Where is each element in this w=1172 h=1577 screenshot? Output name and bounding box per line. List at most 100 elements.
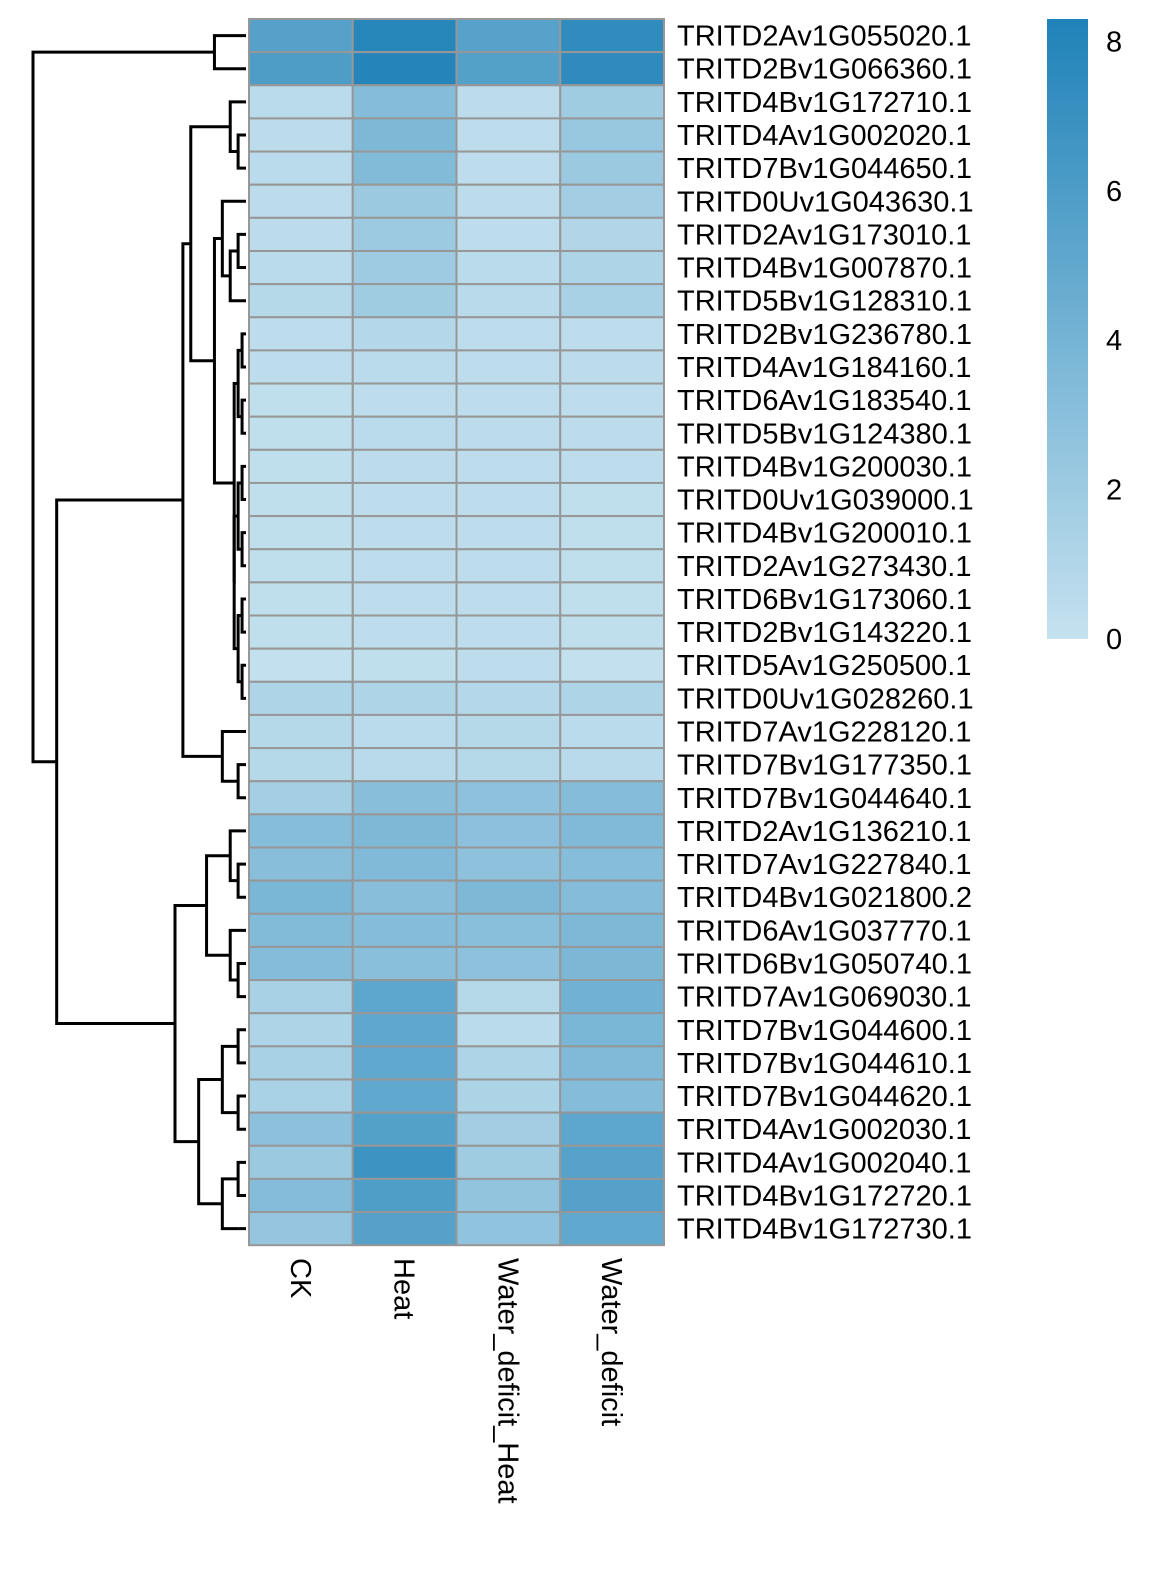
heatmap-cell — [248, 548, 354, 584]
heatmap-cell — [559, 249, 665, 286]
column-label: CK — [284, 1258, 316, 1299]
row-label: TRITD2Bv1G143220.1 — [677, 617, 972, 649]
row-label: TRITD4Av1G002040.1 — [677, 1147, 971, 1179]
row-label: TRITD0Uv1G043630.1 — [677, 186, 974, 218]
heatmap-cell — [455, 1144, 562, 1180]
heatmap-cell — [248, 1045, 354, 1081]
heatmap-cell — [351, 1045, 458, 1081]
heatmap-cell — [559, 18, 665, 54]
heatmap-cell — [351, 713, 458, 750]
heatmap-cell — [351, 813, 458, 849]
dendrogram-branch — [240, 531, 246, 568]
column-label: Water_deficit — [595, 1258, 627, 1426]
dendrogram-branch — [31, 50, 215, 764]
row-label: TRITD4Bv1G021800.2 — [677, 882, 972, 914]
dendrogram-branch — [236, 862, 246, 899]
heatmap-cell — [248, 1111, 354, 1147]
heatmap-cell — [559, 548, 665, 584]
heatmap-cell — [351, 283, 458, 319]
heatmap-cell — [455, 51, 562, 87]
heatmap-cell — [351, 349, 458, 385]
legend-tick-label: 2 — [1106, 475, 1122, 507]
row-dendrogram — [31, 34, 246, 1231]
heatmap-cell — [248, 1177, 354, 1214]
heatmap-cell — [559, 747, 665, 783]
row-label: TRITD7Av1G069030.1 — [677, 982, 971, 1014]
row-label: TRITD5Av1G250500.1 — [677, 650, 971, 682]
heatmap-cell — [455, 614, 562, 650]
heatmap-cell — [455, 1045, 562, 1081]
row-label: TRITD4Bv1G172720.1 — [677, 1180, 972, 1212]
dendrogram-branch — [236, 133, 246, 170]
heatmap-cell — [559, 349, 665, 385]
heatmap-cell — [559, 1012, 665, 1048]
heatmap-cell — [455, 283, 562, 319]
row-label: TRITD5Bv1G124380.1 — [677, 418, 972, 450]
heatmap-cell — [351, 84, 458, 120]
heatmap-cell — [248, 316, 354, 352]
heatmap-cell — [351, 1078, 458, 1114]
dendrogram-branch — [236, 763, 246, 800]
heatmap-cell — [455, 1012, 562, 1048]
dendrogram-branch — [205, 854, 231, 957]
heatmap-cell — [351, 481, 458, 518]
heatmap-cell — [455, 813, 562, 849]
heatmap-cell — [248, 945, 354, 982]
heatmap-cell — [455, 150, 562, 186]
heatmap-cell — [248, 979, 354, 1015]
heatmap-cell — [559, 945, 665, 982]
heatmap-cell — [455, 1211, 562, 1247]
row-label: TRITD7Bv1G044650.1 — [677, 153, 972, 185]
heatmap-cell — [559, 813, 665, 849]
row-label: TRITD4Av1G002020.1 — [677, 120, 971, 152]
row-label: TRITD4Bv1G007870.1 — [677, 253, 972, 285]
legend-tick-label: 0 — [1106, 624, 1122, 656]
heatmap-cell — [248, 879, 354, 915]
dendrogram-branch — [212, 34, 246, 71]
heatmap-cell — [455, 647, 562, 683]
heatmap-cell — [248, 1012, 354, 1048]
heatmap-cell — [351, 216, 458, 252]
heatmap-cell — [351, 183, 458, 219]
heatmap-cell — [455, 481, 562, 518]
dendrogram-branch — [240, 663, 246, 700]
heatmap-cell — [248, 216, 354, 252]
dendrogram-branch — [236, 1094, 246, 1131]
heatmap-cell — [455, 747, 562, 783]
heatmap-cell — [559, 614, 665, 650]
heatmap-cell — [455, 1177, 562, 1214]
heatmap-cell — [559, 1111, 665, 1147]
row-labels: TRITD2Av1G055020.1TRITD2Bv1G066360.1TRIT… — [677, 21, 974, 1246]
heatmap-cell — [559, 183, 665, 219]
heatmap-cell — [248, 84, 354, 120]
heatmap-cell — [559, 283, 665, 319]
heatmap-cell — [455, 780, 562, 816]
dendrogram-branch — [197, 1077, 223, 1206]
column-label: Heat — [388, 1258, 420, 1319]
heatmap-cell — [455, 979, 562, 1015]
dendrogram-branch — [236, 961, 246, 999]
heatmap-cell — [248, 747, 354, 783]
legend-color-bar — [1047, 19, 1088, 639]
heatmap-cell — [455, 680, 562, 716]
heatmap-cell — [559, 117, 665, 153]
heatmap-cell — [559, 1045, 665, 1081]
heatmap-cell — [248, 515, 354, 551]
heatmap-cell — [351, 448, 458, 484]
heatmap-cell — [559, 879, 665, 915]
heatmap-cell — [248, 1211, 354, 1247]
heatmap-cell — [351, 1111, 458, 1147]
heatmap-cell — [559, 382, 665, 418]
heatmap-cell — [351, 1211, 458, 1247]
heatmap-cell — [559, 780, 665, 816]
heatmap-cell — [559, 1078, 665, 1114]
heatmap-cell — [351, 515, 458, 551]
heatmap-cell — [559, 680, 665, 716]
legend-tick-label: 6 — [1106, 176, 1122, 208]
dendrogram-branch — [240, 332, 246, 369]
heatmap-cell — [351, 316, 458, 352]
legend-tick-label: 4 — [1106, 325, 1122, 357]
heatmap-cell — [455, 415, 562, 451]
heatmap-cell — [351, 548, 458, 584]
